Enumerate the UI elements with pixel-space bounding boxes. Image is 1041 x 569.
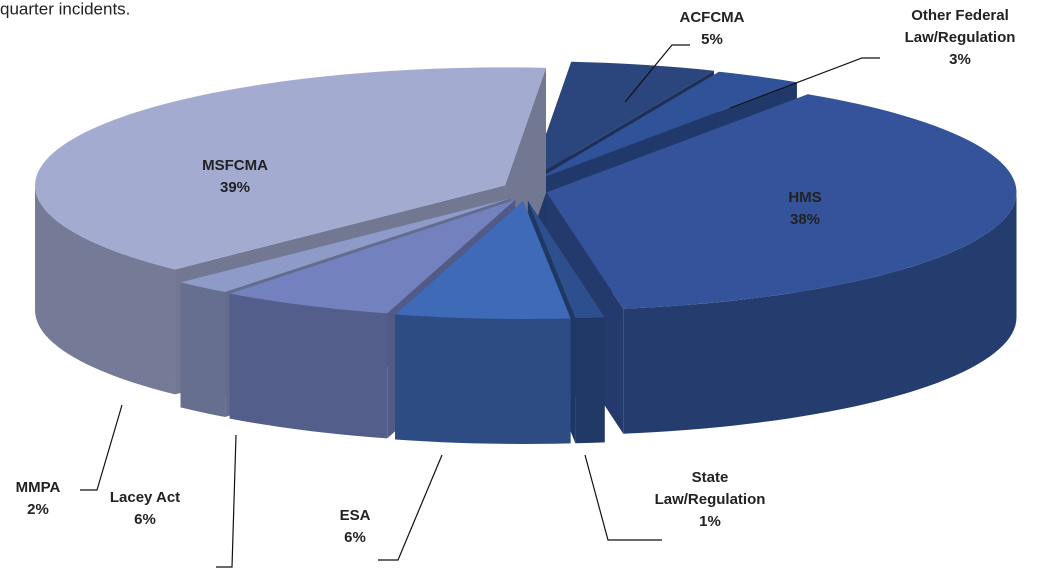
leader-line (624, 44, 690, 103)
slice-side (180, 282, 226, 418)
value-label: 38% (790, 211, 820, 228)
slice (395, 200, 571, 444)
category-label: MSFCMA (202, 157, 268, 174)
category-label: HMS (788, 189, 821, 206)
slice-side (395, 314, 571, 444)
slice-side (575, 317, 605, 444)
category-label: Other Federal Law/Regulation (905, 7, 1016, 46)
leader-line (80, 404, 123, 491)
slice-top (527, 200, 605, 319)
slice-top (229, 199, 516, 314)
slice-side (623, 192, 1017, 434)
category-label: MMPA (16, 479, 61, 496)
value-label: 5% (701, 31, 723, 48)
slice-top (180, 198, 511, 293)
slice-side (35, 185, 176, 395)
slice-top (395, 200, 571, 319)
category-label: Lacey Act (110, 489, 180, 506)
value-label: 6% (344, 529, 366, 546)
category-label: State Law/Regulation (655, 469, 766, 508)
value-label: 3% (949, 51, 971, 68)
value-label: 39% (220, 179, 250, 196)
caption: quarter incidents. (0, 0, 130, 18)
value-label: 2% (27, 501, 49, 518)
leader-lines (80, 44, 880, 568)
slice-top (530, 61, 714, 180)
slice-side (229, 293, 388, 439)
leader-line (729, 57, 880, 109)
value-label: 1% (699, 513, 721, 530)
data-labels: ACFCMA 5% Other Federal Law/Regulation 3% HMS… (16, 7, 1016, 546)
leader-line (216, 434, 237, 568)
value-label: 6% (134, 511, 156, 528)
slice-top (546, 94, 1017, 309)
slice-top (535, 71, 797, 181)
pie (35, 61, 1017, 444)
category-label: ACFCMA (680, 9, 745, 26)
leader-line (378, 454, 443, 561)
category-label: ESA (340, 507, 371, 524)
slice-top (35, 67, 546, 270)
leader-line (584, 454, 662, 541)
